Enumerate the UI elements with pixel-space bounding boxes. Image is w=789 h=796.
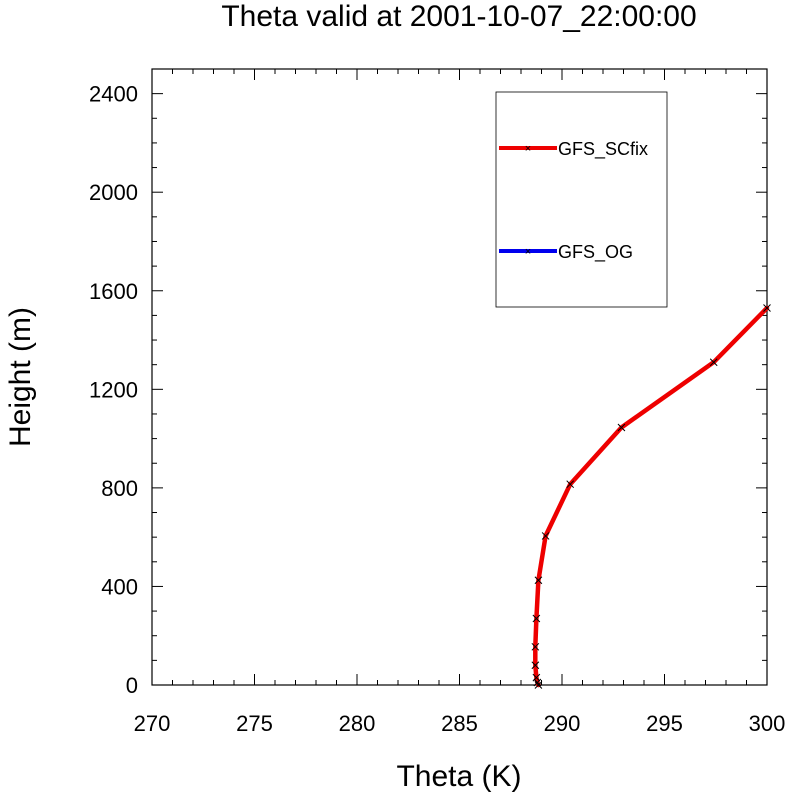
axis-ticks [151, 68, 768, 686]
data-point-marker [532, 673, 541, 682]
data-point-marker [617, 423, 626, 432]
legend-marker-gfs-scfix: × [525, 143, 531, 155]
plot-frame [151, 68, 768, 686]
data-point-marker [541, 532, 550, 540]
x-tick-label: 270 [134, 711, 171, 736]
y-tick-label: 2000 [89, 180, 138, 205]
x-tick-label: 295 [646, 711, 683, 736]
data-point-marker [534, 681, 543, 689]
x-tick-label: 275 [236, 711, 273, 736]
x-tick-label: 290 [544, 711, 581, 736]
y-tick-label: 0 [126, 673, 138, 698]
data-point-marker [531, 661, 540, 670]
y-tick-label: 400 [101, 574, 138, 599]
legend-label-gfs-og: GFS_OG [558, 242, 633, 263]
data-point-marker [709, 358, 718, 367]
chart-legend: × GFS_SCfix × GFS_OG [495, 91, 668, 308]
x-axis-label: Theta (K) [396, 760, 521, 793]
data-point-marker [763, 304, 771, 312]
y-tick-label: 1200 [89, 377, 138, 402]
data-point-marker [532, 614, 541, 623]
y-tick-labels: 0 400 800 1200 1600 2000 2400 [89, 82, 138, 698]
data-point-marker [533, 678, 542, 687]
legend-box [495, 91, 668, 308]
data-point-marker [534, 576, 543, 585]
data-point-marker [531, 642, 540, 651]
chart-title: Theta valid at 2001-10-07_22:00:00 [221, 0, 696, 33]
x-tick-label: 300 [749, 711, 786, 736]
legend-marker-gfs-og: × [525, 246, 531, 258]
y-tick-label: 2400 [89, 82, 138, 107]
data-point-marker [566, 480, 575, 489]
legend-label-gfs-scfix: GFS_SCfix [558, 139, 648, 160]
x-tick-label: 280 [339, 711, 376, 736]
y-axis-label: Height (m) [4, 307, 37, 447]
x-tick-label: 285 [441, 711, 478, 736]
y-tick-label: 1600 [89, 279, 138, 304]
series-layer [531, 304, 771, 689]
x-tick-labels: 270 275 280 285 290 295 300 [134, 711, 786, 736]
series-line-gfs-scfix [533, 305, 770, 688]
y-tick-label: 800 [101, 476, 138, 501]
